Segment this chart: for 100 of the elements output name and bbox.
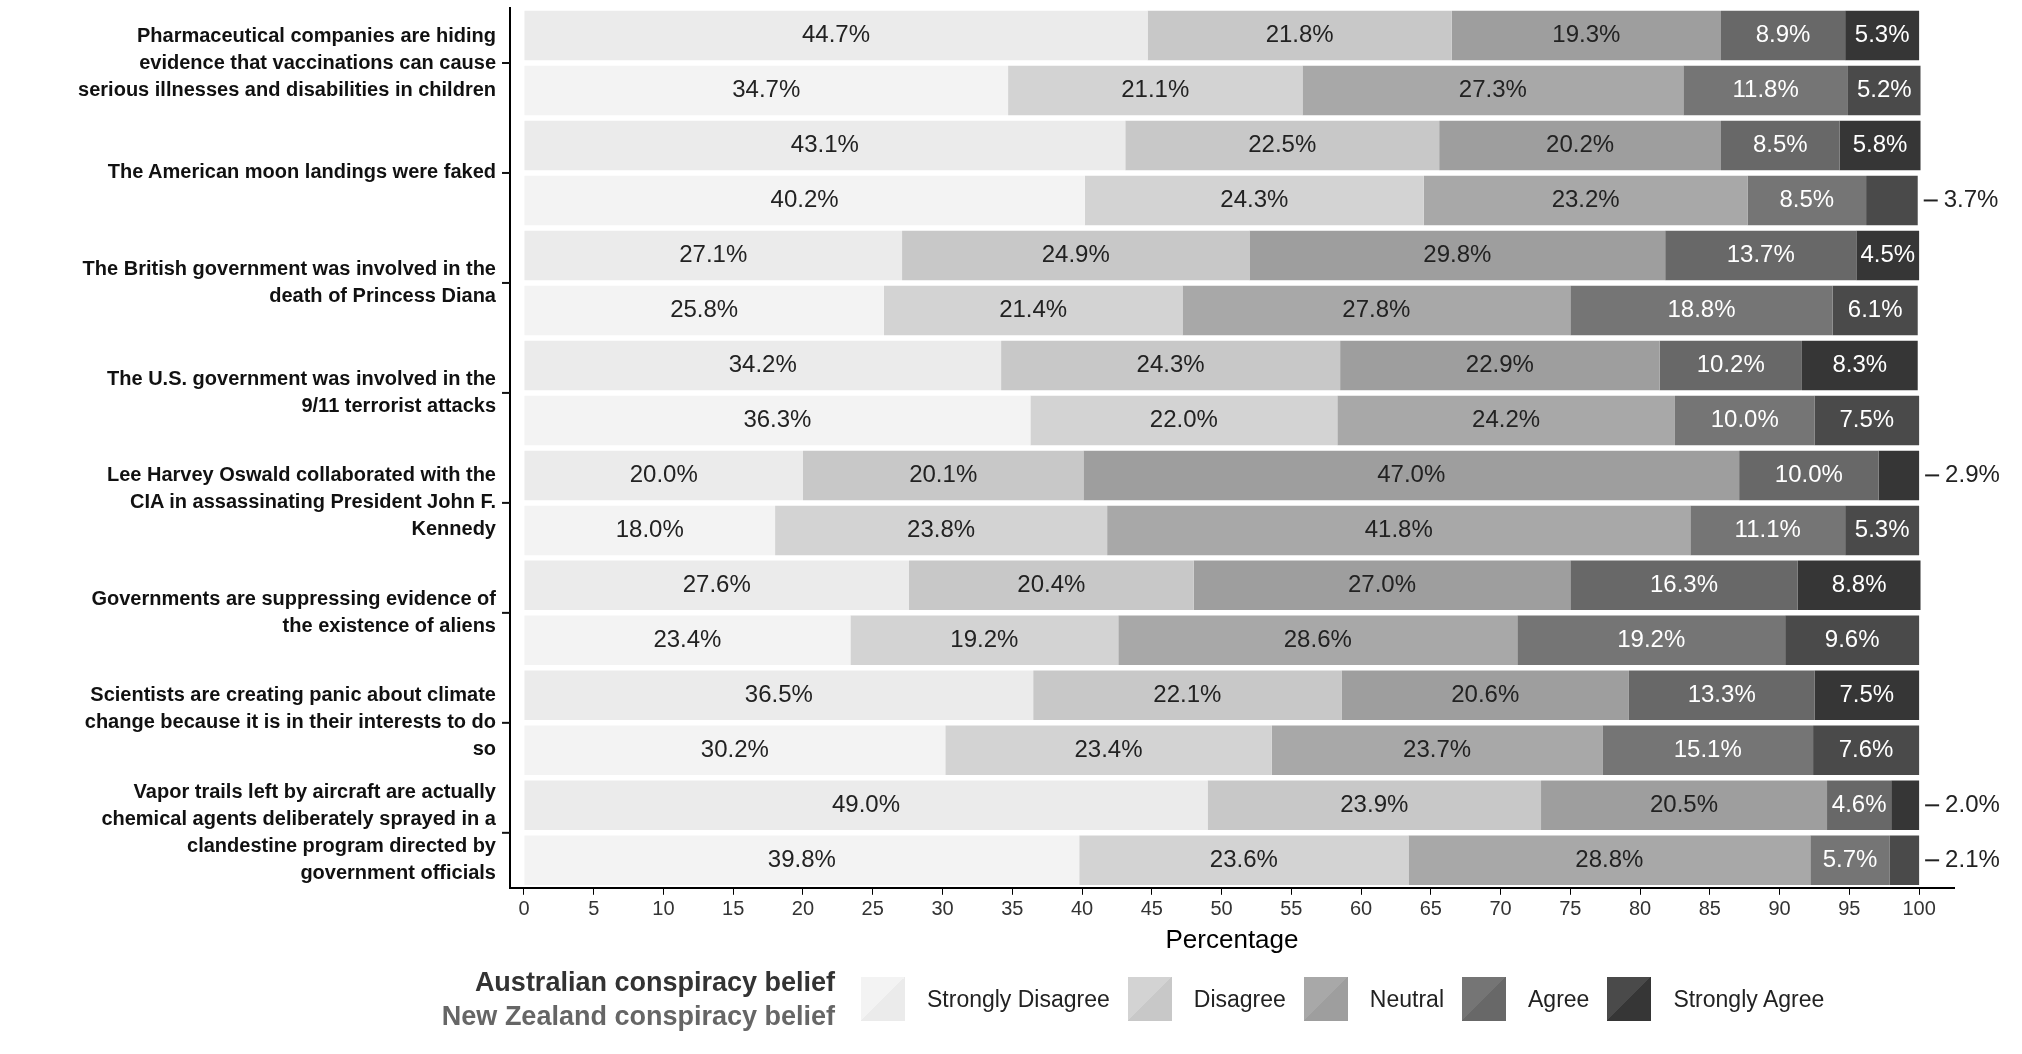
data-label: 28.6%	[1283, 624, 1352, 652]
bar	[1033, 670, 1342, 721]
data-label: 13.3%	[1687, 679, 1756, 707]
bar	[1739, 450, 1879, 501]
data-label: 19.3%	[1552, 20, 1621, 48]
data-label: 21.8%	[1265, 20, 1334, 48]
bar	[883, 285, 1183, 336]
data-label: 36.5%	[744, 679, 813, 707]
data-label: 2.1%	[1945, 844, 2000, 872]
bar	[1340, 340, 1660, 391]
y-tick-label: Governments are suppressing evidence of the existence of aliens	[91, 586, 497, 636]
bar	[1785, 615, 1920, 666]
data-label: 27.6%	[682, 569, 751, 597]
x-tick-label: 80	[1628, 897, 1652, 920]
data-label: 41.8%	[1364, 515, 1433, 543]
x-tick-label: 55	[1280, 897, 1303, 920]
data-label: 24.3%	[1220, 185, 1289, 213]
bar	[524, 725, 946, 776]
x-tick-label: 90	[1768, 897, 1791, 920]
data-label: 23.6%	[1209, 844, 1278, 872]
data-label: 27.8%	[1342, 295, 1411, 323]
bar	[524, 505, 776, 556]
bar	[1517, 615, 1786, 666]
bar	[1439, 120, 1722, 171]
data-label: 7.5%	[1839, 405, 1895, 433]
x-tick-label: 40	[1070, 897, 1094, 920]
data-label: 3.7%	[1943, 185, 1999, 213]
data-label: 27.1%	[679, 240, 748, 268]
bar	[1891, 780, 1920, 831]
data-label: 20.6%	[1451, 679, 1520, 707]
x-axis-title: Percentage	[1165, 923, 1299, 954]
bar	[902, 230, 1250, 281]
data-label: 11.1%	[1734, 515, 1801, 543]
data-label: 9.6%	[1824, 624, 1880, 652]
data-label: 20.4%	[1017, 569, 1086, 597]
data-label: 23.8%	[907, 515, 976, 543]
text: Australian conspiracy belief	[473, 966, 835, 999]
data-label: 21.4%	[999, 295, 1068, 323]
data-label: 20.1%	[909, 460, 978, 488]
bar	[1628, 670, 1815, 721]
bar	[1801, 340, 1918, 391]
bar	[1878, 450, 1920, 501]
data-label: 4.6%	[1831, 789, 1887, 817]
bar	[1118, 615, 1518, 666]
data-label: 23.4%	[1074, 734, 1143, 762]
data-label: 8.3%	[1832, 350, 1888, 378]
bar	[1207, 780, 1542, 831]
data-label: 13.7%	[1726, 240, 1795, 268]
data-label: 8.5%	[1752, 130, 1808, 158]
bar	[1570, 285, 1833, 336]
bar	[1182, 285, 1571, 336]
bar	[524, 835, 1080, 886]
data-label: 21.1%	[1121, 75, 1190, 103]
bar	[1813, 725, 1920, 776]
bar	[524, 10, 1148, 61]
bar	[524, 395, 1031, 446]
bar	[1683, 65, 1848, 116]
data-label: 10.0%	[1774, 460, 1843, 488]
data-label: 39.8%	[767, 844, 836, 872]
data-label: 5.8%	[1852, 130, 1908, 158]
x-tick-label: 45	[1140, 897, 1163, 920]
data-label: 2.9%	[1945, 460, 2000, 488]
bar	[850, 615, 1119, 666]
bar	[524, 340, 1002, 391]
data-label: 7.5%	[1839, 679, 1895, 707]
data-label: 22.9%	[1465, 350, 1534, 378]
bar	[524, 285, 884, 336]
bar	[1721, 10, 1846, 61]
bar	[1008, 65, 1303, 116]
data-label: 5.3%	[1854, 20, 1910, 48]
bar	[1659, 340, 1802, 391]
data-label: 23.4%	[653, 624, 722, 652]
data-label: 40.2%	[770, 185, 839, 213]
x-tick-label: 85	[1698, 897, 1721, 920]
data-label: 19.2%	[950, 624, 1019, 652]
bar	[524, 560, 910, 611]
bar	[1665, 230, 1857, 281]
data-label: 49.0%	[831, 789, 901, 817]
bar	[1810, 835, 1890, 886]
x-tick-label: 75	[1559, 897, 1582, 920]
bar	[1084, 175, 1424, 226]
y-tick-label: The British government was involved in the death of Princess Diana	[82, 256, 497, 306]
bar	[1602, 725, 1814, 776]
bar	[1814, 670, 1920, 721]
x-tick-label: 70	[1489, 897, 1512, 920]
data-label: 7.6%	[1838, 734, 1894, 762]
data-label: 16.3%	[1650, 569, 1719, 597]
y-tick-label: Vapor trails left by aircraft are actually chemical agents deliberately sprayed in a clandestine program directed by government officials	[101, 779, 497, 883]
bar	[524, 450, 803, 501]
x-tick-label: 20	[791, 897, 815, 920]
data-label: 20.5%	[1650, 789, 1719, 817]
text: New Zealand conspiracy belief	[440, 1000, 835, 1033]
data-label: 36.3%	[743, 405, 812, 433]
y-tick-label: The American moon landings were faked	[107, 160, 496, 183]
bar	[1690, 505, 1846, 556]
bar	[1570, 560, 1798, 611]
legend-label: Disagree	[1193, 985, 1286, 1013]
bar	[1125, 120, 1440, 171]
data-label: 28.8%	[1575, 844, 1644, 872]
data-label: 8.5%	[1779, 185, 1835, 213]
